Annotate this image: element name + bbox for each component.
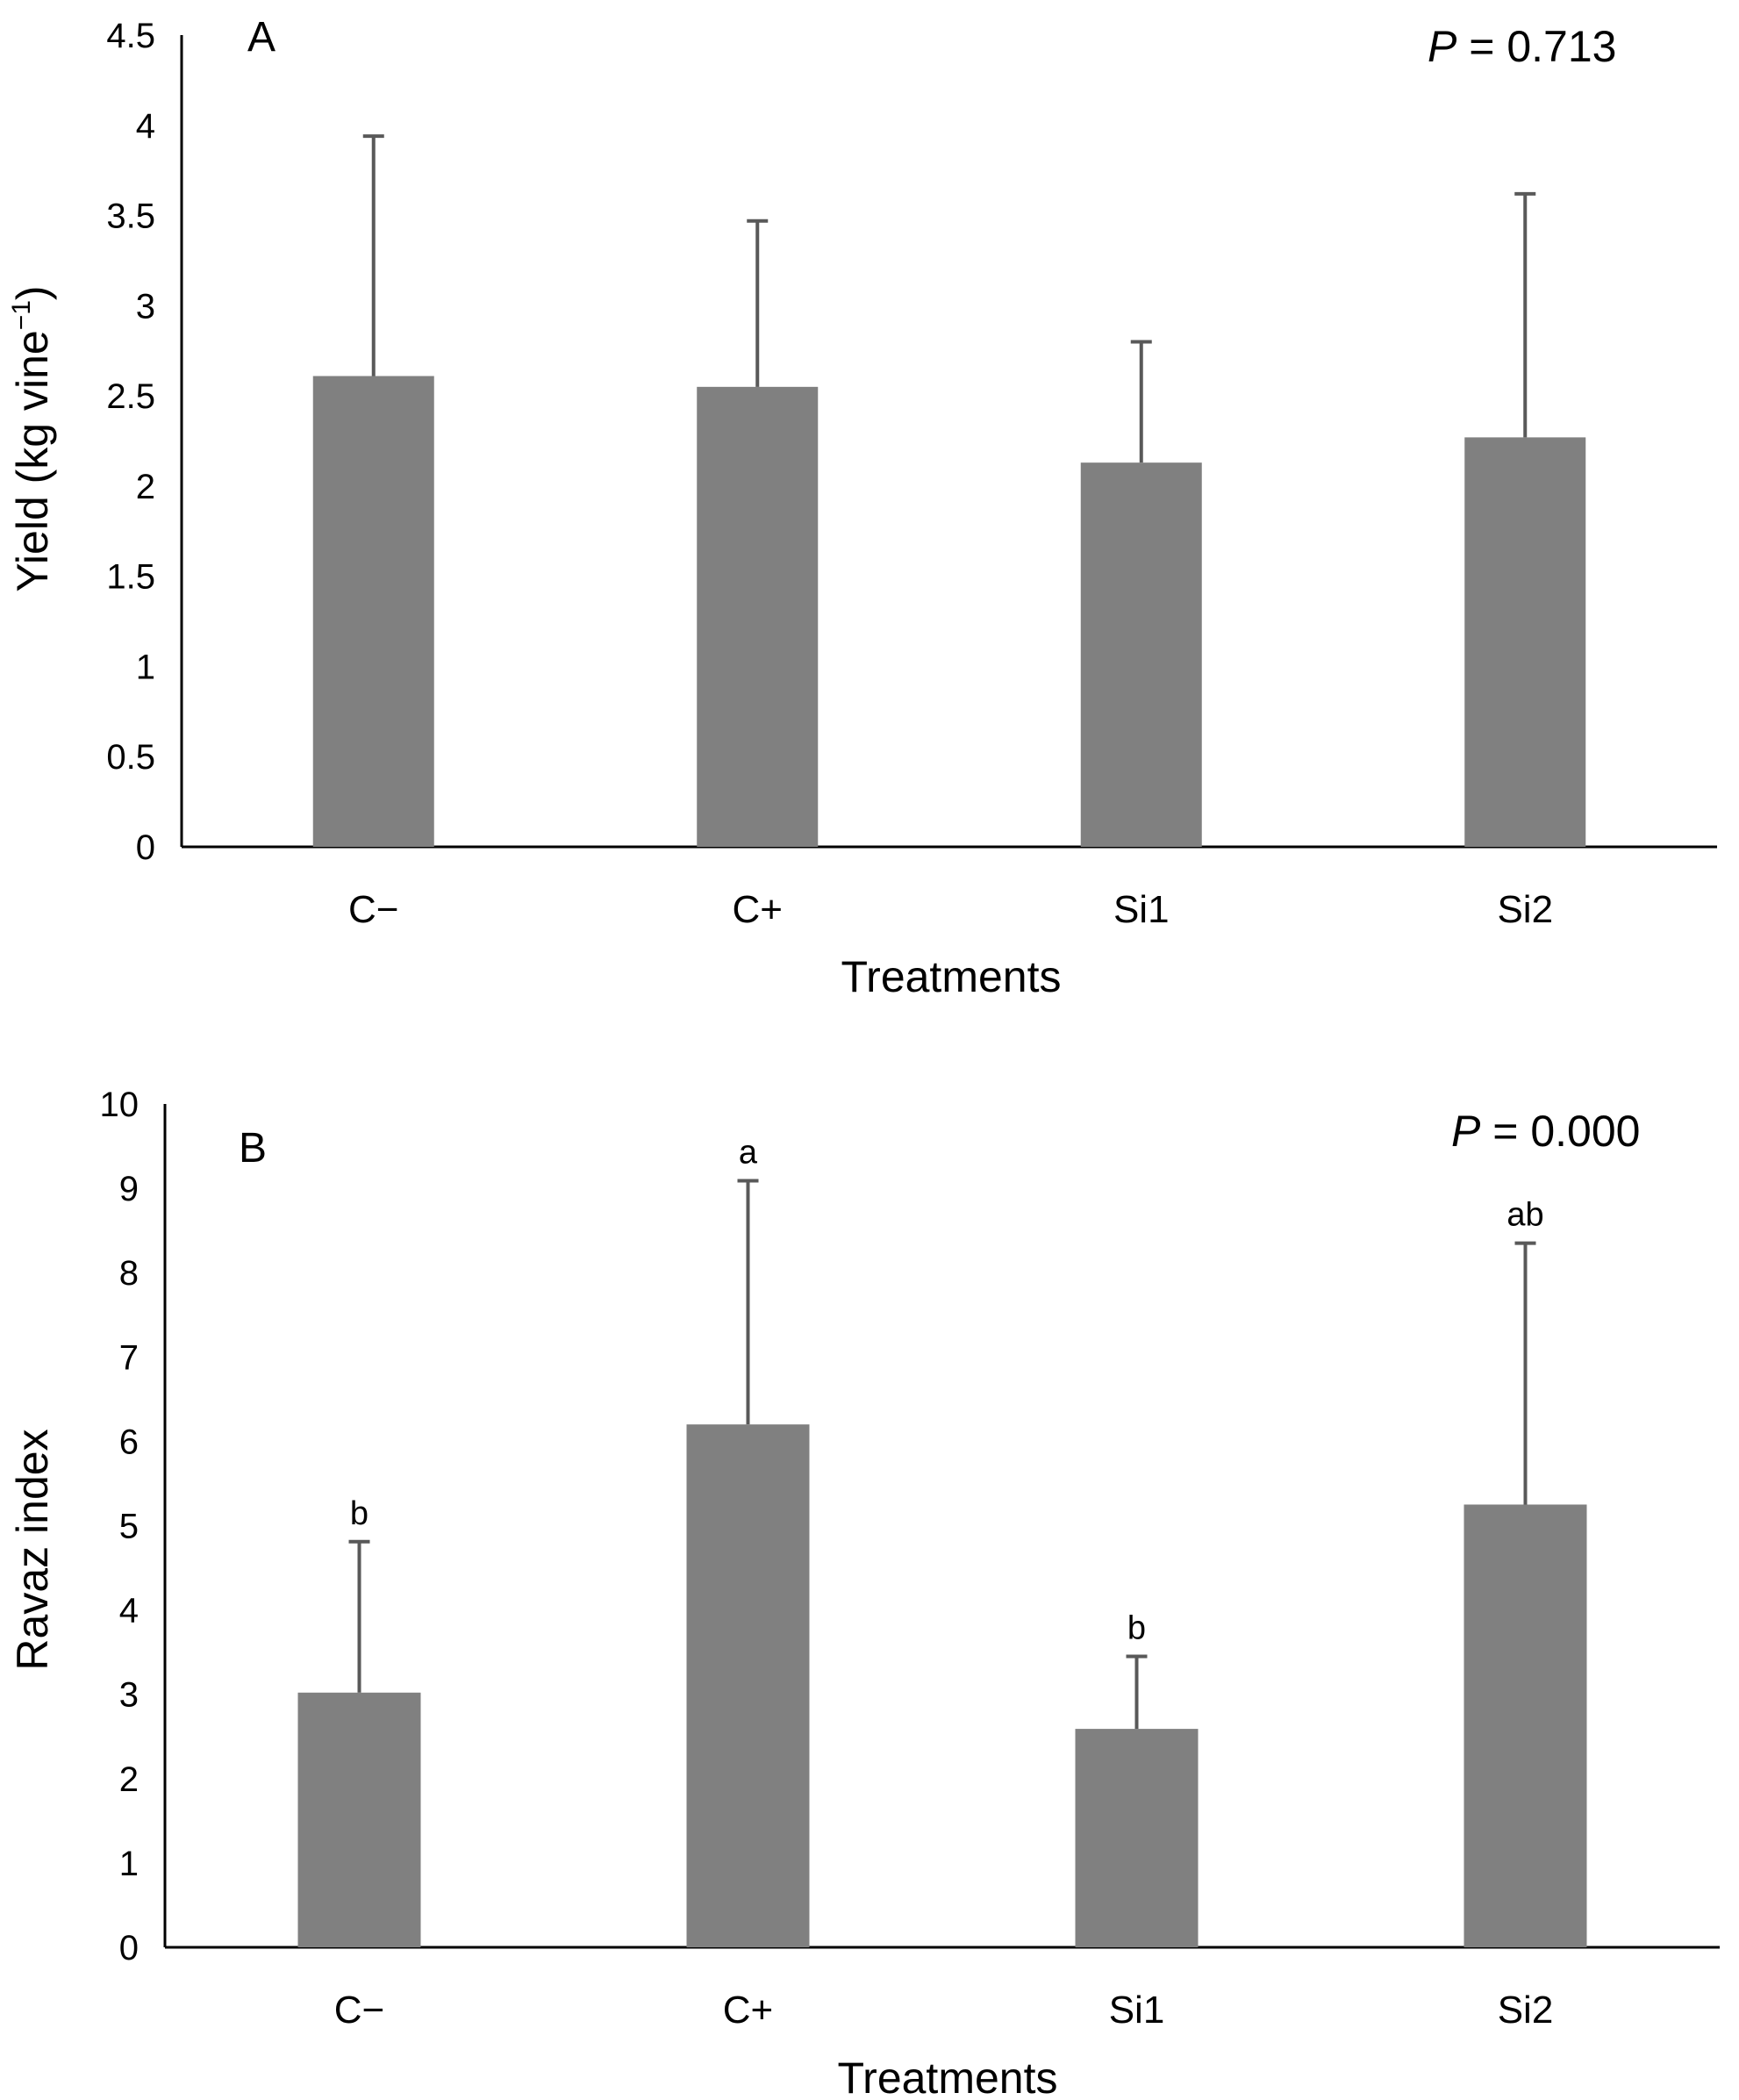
y-tick-label: 3 <box>119 1676 139 1715</box>
chart-panel-a: 0 0.5 1 1.5 2 2.5 3 3.5 4 4.5 C− C+ Si1 Si2 A P = 0.7… <box>7 14 1717 1001</box>
y-tick-label: 6 <box>119 1423 139 1461</box>
x-tick-label-b-0: C− <box>334 1989 384 2032</box>
y-tick-label: 4 <box>119 1592 139 1631</box>
y-tick-label: 3 <box>136 287 155 326</box>
bar-b-3 <box>1463 1504 1587 1947</box>
bar-a-1 <box>697 386 819 847</box>
p-value-symbol-b: P <box>1451 1107 1481 1156</box>
y-axis-title-b: Ravaz index <box>8 1429 57 1670</box>
y-tick-label: 5 <box>119 1508 139 1546</box>
x-axis-title-a: Treatments <box>841 952 1061 1001</box>
bar-a-0 <box>312 376 434 847</box>
plot-area-b: 0 1 2 3 4 5 6 7 8 9 10 b C− a C+ b Si1 ab Si2 <box>100 1086 1720 2032</box>
x-tick-label-b-2: Si1 <box>1109 1989 1165 2032</box>
y-tick-label: 0 <box>136 828 155 867</box>
y-tick-label: 1 <box>119 1845 139 1883</box>
significance-letter-b-0: b <box>350 1495 369 1532</box>
y-tick-label: 10 <box>100 1086 140 1124</box>
y-tick-label: 4 <box>136 107 155 146</box>
y-axis-title-a-superscript: −1 <box>7 300 36 330</box>
significance-letter-b-2: b <box>1127 1609 1146 1646</box>
x-tick-label-b-3: Si2 <box>1498 1989 1554 2032</box>
p-value-b: P = 0.000 <box>1451 1107 1640 1156</box>
y-tick-label: 0.5 <box>106 738 155 777</box>
y-tick-label: 2 <box>136 468 155 506</box>
y-axis-title-a: Yield (kg vine−1) <box>7 285 57 591</box>
p-value-text-b: = 0.000 <box>1480 1107 1640 1156</box>
x-tick-label-a-0: C− <box>348 888 398 931</box>
y-tick-label: 2 <box>119 1760 139 1799</box>
significance-letter-b-3: ab <box>1506 1197 1543 1234</box>
y-tick-label: 1 <box>136 648 155 686</box>
y-tick-label: 3.5 <box>106 197 155 236</box>
y-tick-label: 9 <box>119 1170 139 1208</box>
panel-letter-a: A <box>247 14 276 61</box>
bar-a-2 <box>1080 462 1202 847</box>
significance-letter-b-1: a <box>739 1134 758 1171</box>
p-value-text-a: = 0.713 <box>1456 22 1616 71</box>
panel-letter-b: B <box>239 1125 267 1172</box>
y-tick-label: 1.5 <box>106 558 155 597</box>
bar-b-0 <box>297 1692 421 1947</box>
x-tick-label-a-1: C+ <box>733 888 783 931</box>
y-tick-label: 8 <box>119 1254 139 1293</box>
y-axis-title-a-main: Yield (kg vine <box>8 330 57 591</box>
p-value-a: P = 0.713 <box>1428 22 1616 71</box>
x-tick-label-a-2: Si1 <box>1113 888 1170 931</box>
y-tick-label: 2.5 <box>106 377 155 416</box>
y-axis-title-a-suffix: ) <box>8 285 57 300</box>
bar-b-2 <box>1075 1729 1199 1947</box>
bar-a-3 <box>1464 437 1586 847</box>
plot-area-a: 0 0.5 1 1.5 2 2.5 3 3.5 4 4.5 C− C+ Si1 Si2 <box>106 17 1717 931</box>
y-tick-label: 4.5 <box>106 17 155 55</box>
x-tick-label-a-3: Si2 <box>1497 888 1553 931</box>
bar-b-1 <box>686 1424 810 1947</box>
y-tick-label: 0 <box>119 1929 139 1967</box>
y-tick-label: 7 <box>119 1338 139 1377</box>
x-axis-title-b: Treatments <box>837 2053 1057 2100</box>
x-tick-label-b-1: C+ <box>723 1989 773 2032</box>
p-value-symbol-a: P <box>1428 22 1457 71</box>
